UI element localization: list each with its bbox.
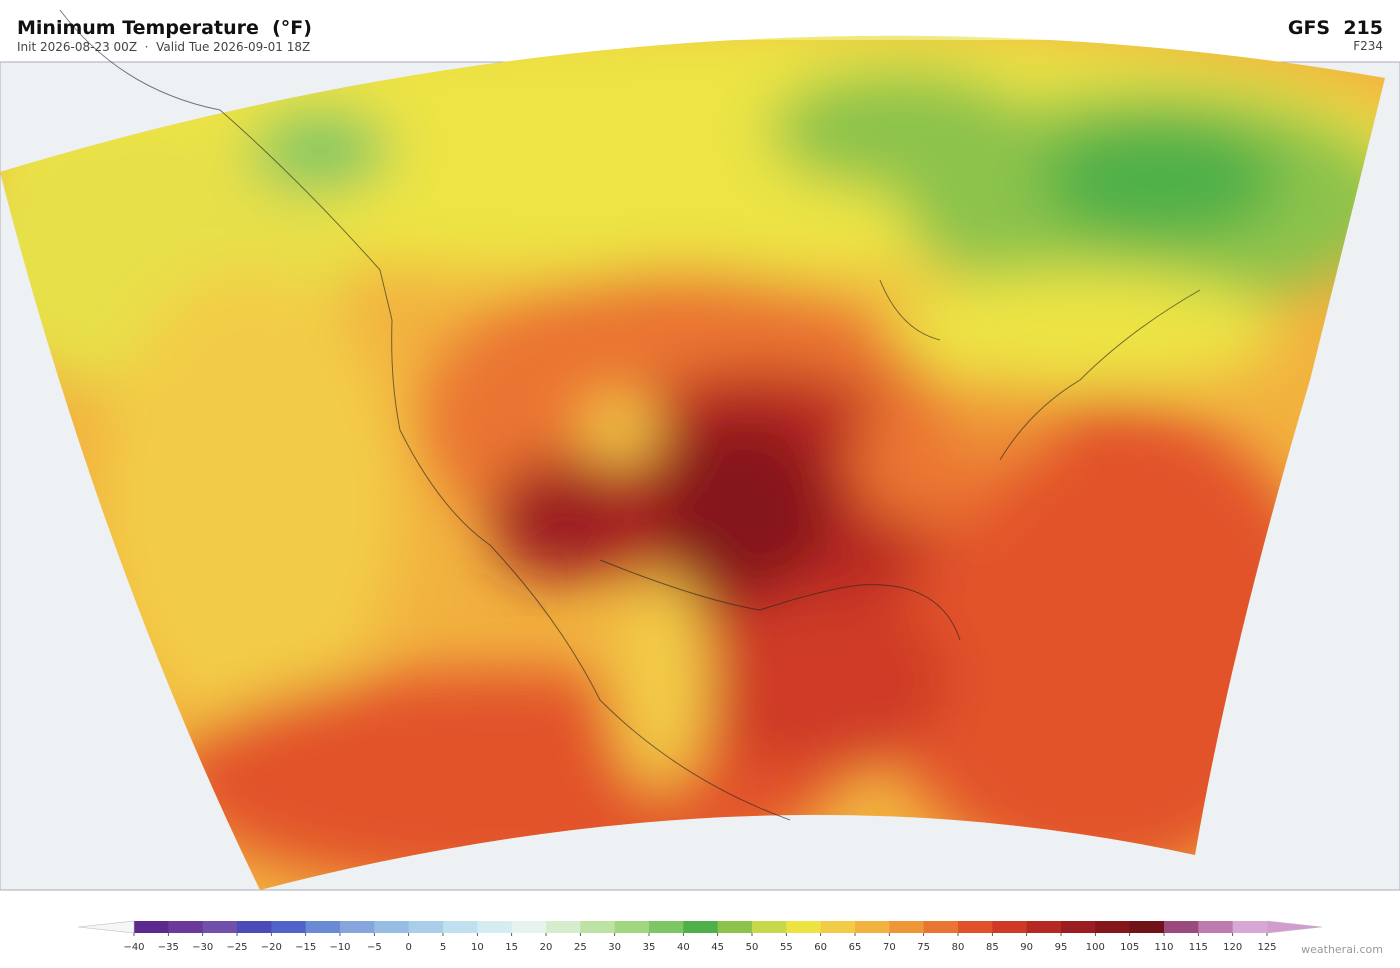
colorbar-segment [511, 921, 547, 933]
colorbar-tick-label: 95 [1055, 942, 1068, 953]
colorbar-segment [786, 921, 822, 933]
colorbar-tick-label: −20 [261, 942, 282, 953]
colorbar: −40 −35 −30 −25 −20 −15 −10 −5 0 5 10 15 20 25 30 35 40 4… [77, 920, 1323, 953]
colorbar-extend-low [77, 920, 135, 934]
model-name: GFS 215 [1288, 17, 1383, 39]
colorbar-segment [992, 921, 1028, 933]
subtitle: Init 2026-08-23 00Z · Valid Tue 2026-09-… [17, 40, 310, 54]
colorbar-segment [1026, 921, 1062, 933]
forecast-hour: F234 [1353, 39, 1383, 53]
colorbar-tick-label: 25 [574, 942, 587, 953]
colorbar-segment [1198, 921, 1234, 933]
colorbar-tick-label: 10 [471, 942, 484, 953]
colorbar-tick-label: 80 [952, 942, 965, 953]
coastline [59, 9, 1201, 821]
colorbar-segment [271, 921, 307, 933]
colorbar-segment [820, 921, 856, 933]
colorbar-segment [889, 921, 925, 933]
colorbar-tick-label: 110 [1154, 942, 1173, 953]
colorbar-segment [134, 921, 169, 933]
colorbar-segment [443, 921, 478, 933]
colorbar-segment [717, 921, 753, 933]
colorbar-tick-label: 125 [1257, 942, 1276, 953]
colorbar-segment [1129, 921, 1165, 933]
colorbar-tick-label: 50 [746, 942, 759, 953]
title: Minimum Temperature (°F) [17, 17, 312, 39]
colorbar-segment [340, 921, 375, 933]
colorbar-tick-label: 40 [677, 942, 690, 953]
colorbar-tick-label: −5 [367, 942, 382, 953]
colorbar-tick-label: 35 [643, 942, 656, 953]
colorbar-segment [202, 921, 238, 933]
colorbar-tick-label: 5 [440, 942, 446, 953]
colorbar-tick-label: 65 [849, 942, 862, 953]
colorbar-segment [752, 921, 787, 933]
colorbar-tick-label: 55 [780, 942, 793, 953]
colorbar-tick-label: 105 [1120, 942, 1139, 953]
colorbar-segment [237, 921, 272, 933]
colorbar-tick-label: −10 [329, 942, 350, 953]
colorbar-tick-label: −15 [295, 942, 316, 953]
colorbar-extend-high [1266, 920, 1323, 934]
colorbar-segment [958, 921, 993, 933]
colorbar-segment [1095, 921, 1131, 933]
colorbar-segment [408, 921, 444, 933]
colorbar-segment [477, 921, 513, 933]
colorbar-tick-label: −35 [158, 942, 179, 953]
colorbar-tick-label: 15 [505, 942, 518, 953]
colorbar-segment [1232, 921, 1268, 933]
colorbar-segment [305, 921, 341, 933]
map [0, 9, 1400, 891]
colorbar-tick-label: −25 [226, 942, 247, 953]
colorbar-tick-label: 90 [1020, 942, 1033, 953]
colorbar-tick-label: 60 [814, 942, 827, 953]
temperature-field [0, 35, 1385, 891]
colorbar-tick-label: 85 [986, 942, 999, 953]
colorbar-tick-label: 70 [883, 942, 896, 953]
colorbar-tick-label: 120 [1223, 942, 1242, 953]
colorbar-tick-label: 0 [405, 942, 411, 953]
watermark: weatherai.com [1301, 943, 1383, 956]
colorbar-segment [649, 921, 684, 933]
colorbar-segment [923, 921, 959, 933]
colorbar-tick-label: 115 [1189, 942, 1208, 953]
colorbar-tick-label: 20 [540, 942, 553, 953]
colorbar-segment [168, 921, 204, 933]
colorbar-segment [1061, 921, 1096, 933]
colorbar-segment [546, 921, 581, 933]
colorbar-tick-label: −40 [123, 942, 144, 953]
colorbar-segment [855, 921, 890, 933]
colorbar-segment [683, 921, 719, 933]
colorbar-tick-label: −30 [192, 942, 213, 953]
colorbar-tick-label: 100 [1086, 942, 1105, 953]
colorbar-segment [1164, 921, 1199, 933]
colorbar-segment [614, 921, 650, 933]
colorbar-tick-label: 75 [917, 942, 930, 953]
colorbar-tick-label: 45 [711, 942, 724, 953]
colorbar-tick-label: 30 [608, 942, 621, 953]
colorbar-segment [580, 921, 616, 933]
colorbar-segment [374, 921, 410, 933]
